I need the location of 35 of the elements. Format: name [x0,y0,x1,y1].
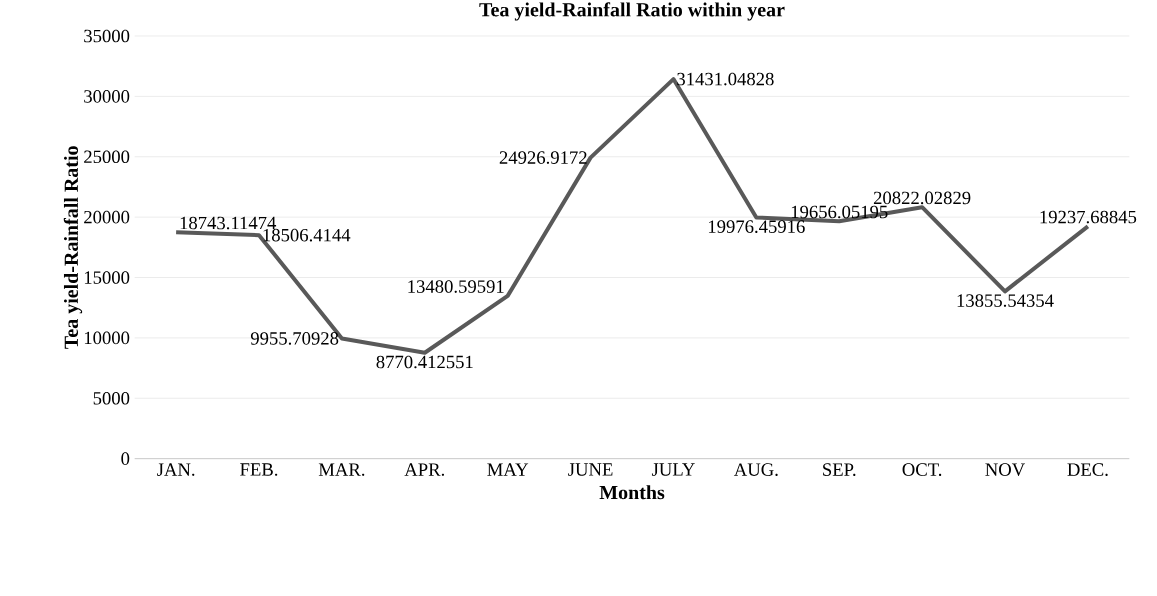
x-tick-label: SEP. [823,463,856,476]
x-tick-label: AUG. [733,463,778,476]
data-label: 13855.54354 [957,294,1054,307]
y-tick-label: 10000 [84,331,130,345]
data-label: 19976.45916 [708,220,805,233]
data-label: 9955.70928 [250,332,339,345]
x-tick-label: JULY [651,463,695,476]
y-tick-label: 15000 [84,271,130,284]
x-tick-label: DEC. [1067,463,1108,476]
x-tick-label: FEB. [240,463,278,476]
data-label: 18743.11474 [180,216,277,230]
x-tick-label: MAR. [318,463,365,476]
y-tick-label: 30000 [84,90,130,103]
x-tick-label: JUNE [568,463,613,476]
chart-title: Tea yield-Rainfall Ratio within year [479,2,785,21]
x-tick-label: APR. [404,463,445,476]
data-label: 8770.412551 [376,355,473,369]
data-label: 19237.68845 [1040,210,1137,224]
data-label: 13480.59591 [408,280,504,293]
x-tick-label: JAN. [157,463,195,476]
y-tick-label: 35000 [84,29,130,43]
x-tick-label: OCT. [902,463,942,476]
x-tick-label: NOV [985,463,1026,477]
y-axis-title: Tea yield-Rainfall Ratio [63,146,83,349]
x-tick-label: MAY [487,463,529,476]
y-tick-label: 5000 [93,391,130,405]
x-axis-title: Months [599,485,665,500]
y-tick-label: 25000 [84,150,130,164]
data-label: 18506.4144 [263,228,351,242]
y-tick-label: 20000 [84,210,130,224]
data-label: 19656.05195 [791,205,888,219]
data-label: 24926.9172 [499,151,587,164]
data-label: 20822.02829 [873,191,971,205]
data-label: 31431.04828 [677,72,774,86]
y-tick-label: 0 [121,452,130,465]
